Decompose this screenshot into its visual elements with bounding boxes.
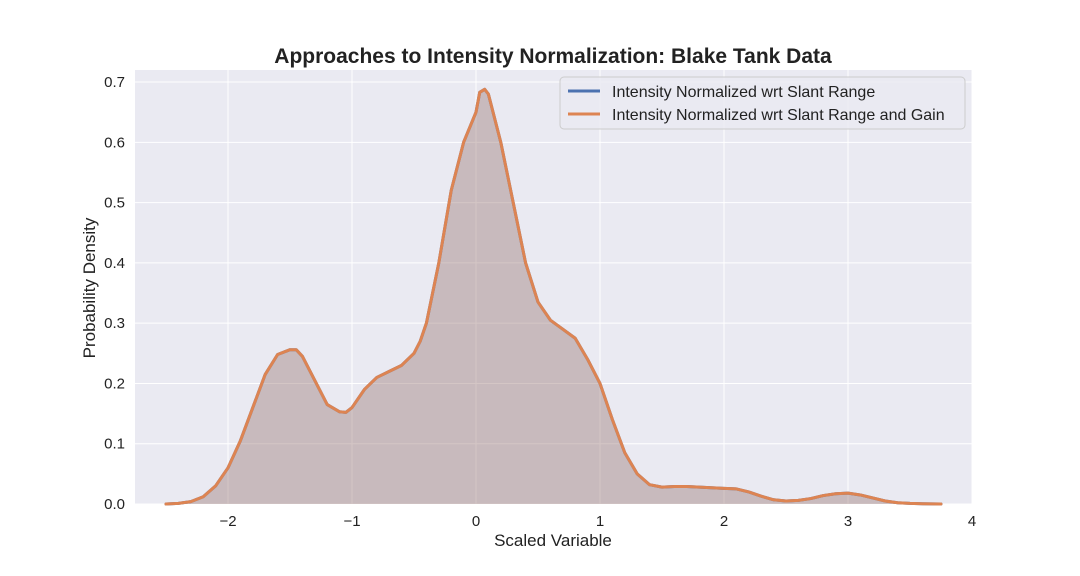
x-axis-ticks: −2 −1 0 1 2 3 4 <box>219 513 976 530</box>
density-areas <box>166 89 941 504</box>
y-axis-label: Probability Density <box>80 217 99 358</box>
x-tick-label: 2 <box>720 513 728 530</box>
y-tick-label: 0.3 <box>104 315 125 332</box>
x-tick-label: 0 <box>472 513 480 530</box>
legend-box <box>559 76 966 130</box>
x-tick-label: −1 <box>343 513 360 530</box>
legend-label-series-2: Intensity Normalized wrt Slant Range and… <box>612 107 945 124</box>
x-tick-label: 4 <box>968 513 976 530</box>
legend-label-series-1: Intensity Normalized wrt Slant Range <box>612 84 875 101</box>
y-tick-label: 0.7 <box>104 74 125 91</box>
y-tick-label: 0.6 <box>104 134 125 151</box>
y-tick-label: 0.2 <box>104 375 125 392</box>
x-tick-label: −2 <box>219 513 236 530</box>
x-tick-label: 3 <box>844 513 852 530</box>
y-tick-label: 0.5 <box>104 195 125 212</box>
x-tick-label: 1 <box>596 513 604 530</box>
y-tick-label: 0.1 <box>104 436 125 453</box>
y-tick-label: 0.0 <box>104 496 125 513</box>
density-area-series-2 <box>166 89 941 504</box>
y-axis-ticks: 0.0 0.1 0.2 0.3 0.4 0.5 0.6 0.7 <box>104 74 125 513</box>
density-lines <box>164 87 943 506</box>
y-tick-label: 0.4 <box>104 255 125 272</box>
chart-title: Approaches to Intensity Normalization: B… <box>274 45 832 68</box>
density-line-series-2 <box>164 87 943 506</box>
x-axis-label: Scaled Variable <box>494 531 612 550</box>
density-area-series-1 <box>166 89 941 504</box>
legend: Intensity Normalized wrt Slant Range Inte… <box>559 76 966 130</box>
